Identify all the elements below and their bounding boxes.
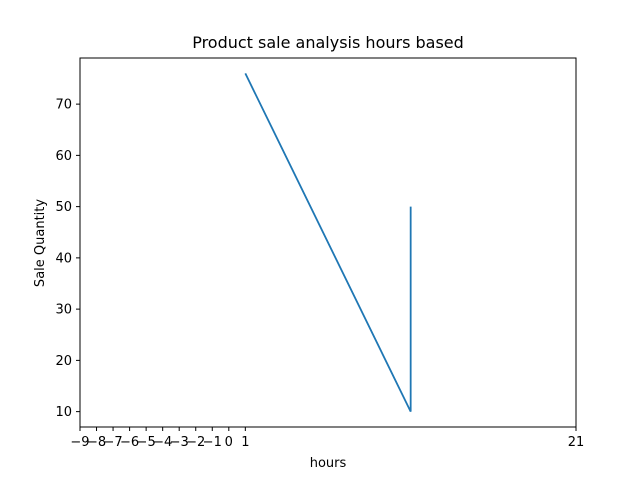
x-tick-label: −5 <box>137 435 156 450</box>
y-tick-label: 10 <box>55 405 72 420</box>
y-tick-label: 70 <box>55 98 72 113</box>
x-tick-label: 0 <box>225 435 233 450</box>
x-tick-label: −7 <box>103 435 122 450</box>
chart-title: Product sale analysis hours based <box>192 33 464 52</box>
plot-frame <box>79 57 577 428</box>
y-tick-label: 50 <box>55 200 72 215</box>
y-tick-label: 40 <box>55 251 72 266</box>
series-layer <box>244 72 412 413</box>
y-tick-label: 30 <box>55 303 72 318</box>
x-tick-label: −4 <box>153 435 172 450</box>
x-axis-label: hours <box>310 456 347 471</box>
x-tick-label: −1 <box>203 435 222 450</box>
y-axis-label: Sale Quantity <box>33 199 48 287</box>
y-tick-label: 60 <box>55 149 72 164</box>
x-tick-label: 21 <box>568 435 585 450</box>
ticks-layer: −9−8−7−6−5−4−3−2−1 0 1 21 10 20 30 40 50 60 70 <box>55 98 584 450</box>
series-line <box>244 72 412 413</box>
x-tick-label: 1 <box>241 435 249 450</box>
x-tick-label: −3 <box>170 435 189 450</box>
x-tick-label: −6 <box>120 435 139 450</box>
x-tick-label: −9 <box>70 435 89 450</box>
y-tick-label: 20 <box>55 354 72 369</box>
x-tick-label: −8 <box>87 435 106 450</box>
x-tick-label: −2 <box>186 435 205 450</box>
